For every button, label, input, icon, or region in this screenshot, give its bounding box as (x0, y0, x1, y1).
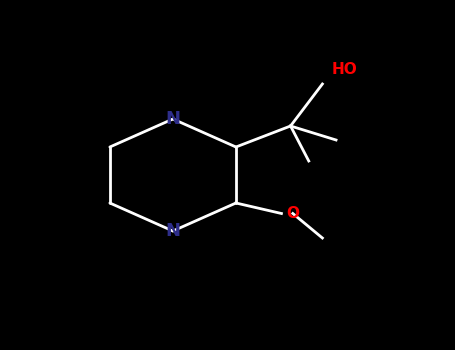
Text: HO: HO (332, 62, 357, 77)
Text: O: O (286, 206, 299, 221)
Text: N: N (166, 222, 180, 240)
Text: N: N (166, 110, 180, 128)
